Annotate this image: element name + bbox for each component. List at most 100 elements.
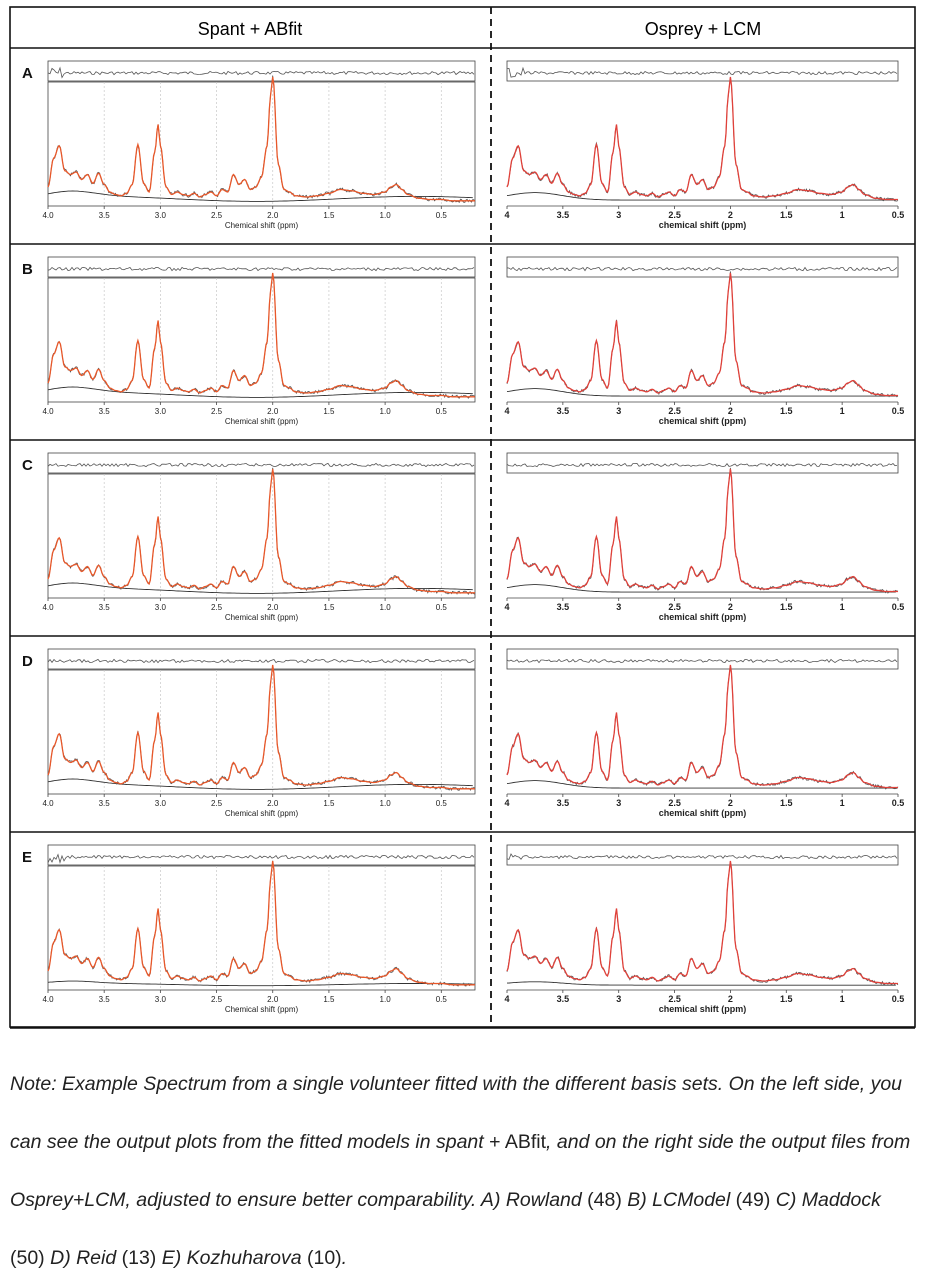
x-tick-label: 1.5: [780, 994, 793, 1004]
residual-line: [47, 853, 475, 864]
residual-line: [47, 658, 475, 664]
residual-line: [506, 266, 898, 272]
data-spectrum-line: [47, 665, 476, 792]
x-tick-label: 1.5: [323, 211, 335, 220]
x-tick-label: 3.5: [557, 210, 570, 220]
caption-part: C) Maddock: [770, 1189, 881, 1211]
x-tick-label: 3.0: [155, 603, 167, 612]
x-tick-label: 3.5: [557, 798, 570, 808]
x-tick-label: 0.5: [892, 798, 905, 808]
x-axis-label: Chemical shift (ppm): [225, 417, 299, 426]
x-tick-label: 1.5: [323, 603, 335, 612]
x-tick-label: 2: [728, 994, 733, 1004]
x-tick-label: 3.5: [99, 995, 111, 1004]
baseline-curve: [47, 980, 473, 987]
x-tick-label: 1.5: [780, 602, 793, 612]
data-spectrum-line: [506, 467, 899, 594]
x-tick-label: 3.5: [99, 211, 111, 220]
panel-label: E: [22, 849, 32, 866]
fit-spectrum-line: [506, 272, 898, 397]
panel-left-B: 4.0 3.5 3.0 2.5 2.0 1.5 1.0 0.5 Chemical shift (…: [22, 256, 476, 426]
residual-box: [47, 844, 476, 866]
caption-part: (13): [121, 1247, 157, 1269]
panel-label: D: [22, 653, 33, 670]
x-tick-label: 2.0: [267, 407, 279, 416]
x-tick-label: 0.5: [892, 210, 905, 220]
plot-frame: [47, 669, 476, 795]
plot-frame: [47, 277, 476, 403]
x-tick-label: 0.5: [436, 995, 448, 1004]
residual-line: [506, 853, 898, 860]
baseline-curve: [506, 981, 896, 986]
x-tick-label: 1: [840, 210, 845, 220]
x-tick-label: 4.0: [42, 603, 54, 612]
data-spectrum-line: [506, 77, 899, 202]
x-axis-label: Chemical shift (ppm): [225, 1005, 299, 1014]
fit-spectrum-line: [47, 468, 475, 594]
x-tick-label: 3.0: [155, 211, 167, 220]
baseline-curve: [506, 584, 896, 593]
fit-spectrum-line: [47, 76, 475, 202]
x-tick-label: 3.5: [99, 603, 111, 612]
x-tick-label: 4.0: [42, 995, 54, 1004]
baseline-curve: [506, 780, 896, 789]
residual-line: [47, 462, 475, 468]
residual-box: [506, 256, 899, 278]
data-spectrum-line: [47, 467, 476, 595]
fit-spectrum-line: [506, 76, 898, 201]
x-tick-label: 1.5: [323, 407, 335, 416]
residual-box: [506, 60, 899, 82]
x-tick-label: 2: [728, 406, 733, 416]
data-spectrum-line: [47, 75, 476, 203]
baseline-curve: [506, 192, 896, 201]
x-tick-label: 2.5: [668, 406, 681, 416]
panel-right-C: 4 3.5 3 2.5 2 1.5 1 0.5 chemical shift (ppm): [504, 452, 905, 622]
x-axis-label: chemical shift (ppm): [659, 416, 747, 426]
x-tick-label: 4.0: [42, 211, 54, 220]
x-tick-label: 2.5: [211, 211, 223, 220]
x-tick-label: 0.5: [892, 406, 905, 416]
x-tick-label: 3.5: [557, 602, 570, 612]
x-tick-label: 3.0: [155, 407, 167, 416]
residual-line: [47, 66, 475, 79]
fit-spectrum-line: [47, 272, 475, 398]
x-tick-label: 4.0: [42, 799, 54, 808]
plot-frame: [47, 81, 476, 207]
x-tick-label: 4: [504, 602, 509, 612]
residual-line: [47, 266, 475, 272]
header-left: Spant + ABfit: [198, 19, 303, 39]
fit-spectrum-line: [47, 860, 475, 986]
x-axis-label: chemical shift (ppm): [659, 612, 747, 622]
data-spectrum-line: [506, 665, 899, 790]
caption-part: Note: Example Spectrum from a single vol…: [10, 1073, 903, 1153]
x-tick-label: 2.5: [211, 407, 223, 416]
x-tick-label: 1.5: [780, 798, 793, 808]
x-tick-label: 0.5: [892, 602, 905, 612]
x-tick-label: 3: [616, 406, 621, 416]
x-tick-label: 2.0: [267, 995, 279, 1004]
x-tick-label: 3.5: [557, 994, 570, 1004]
x-tick-label: 1.5: [780, 406, 793, 416]
residual-line: [506, 658, 898, 664]
x-axis-label: Chemical shift (ppm): [225, 809, 299, 818]
residual-box: [506, 844, 899, 866]
x-tick-label: 3.0: [155, 799, 167, 808]
figure: Spant + ABfit Osprey + LCM 4.0 3.5 3.0 2.5 2…: [9, 6, 916, 1029]
x-tick-label: 2: [728, 210, 733, 220]
x-tick-label: 3.5: [99, 407, 111, 416]
x-tick-label: 2: [728, 602, 733, 612]
x-tick-label: 0.5: [436, 407, 448, 416]
x-tick-label: 1.5: [323, 799, 335, 808]
residual-line: [506, 462, 898, 468]
x-tick-label: 2.0: [267, 799, 279, 808]
x-tick-label: 4: [504, 798, 509, 808]
x-axis-label: chemical shift (ppm): [659, 220, 747, 230]
x-tick-label: 3.5: [557, 406, 570, 416]
x-tick-label: 1.0: [380, 603, 392, 612]
fit-spectrum-line: [506, 664, 898, 789]
caption-part: , and on the right side the output files…: [10, 1131, 911, 1211]
caption-part: .: [341, 1247, 348, 1269]
x-tick-label: 1: [840, 406, 845, 416]
panel-right-B: 4 3.5 3 2.5 2 1.5 1 0.5 chemical shift (ppm): [504, 256, 905, 426]
x-tick-label: 1.0: [380, 407, 392, 416]
